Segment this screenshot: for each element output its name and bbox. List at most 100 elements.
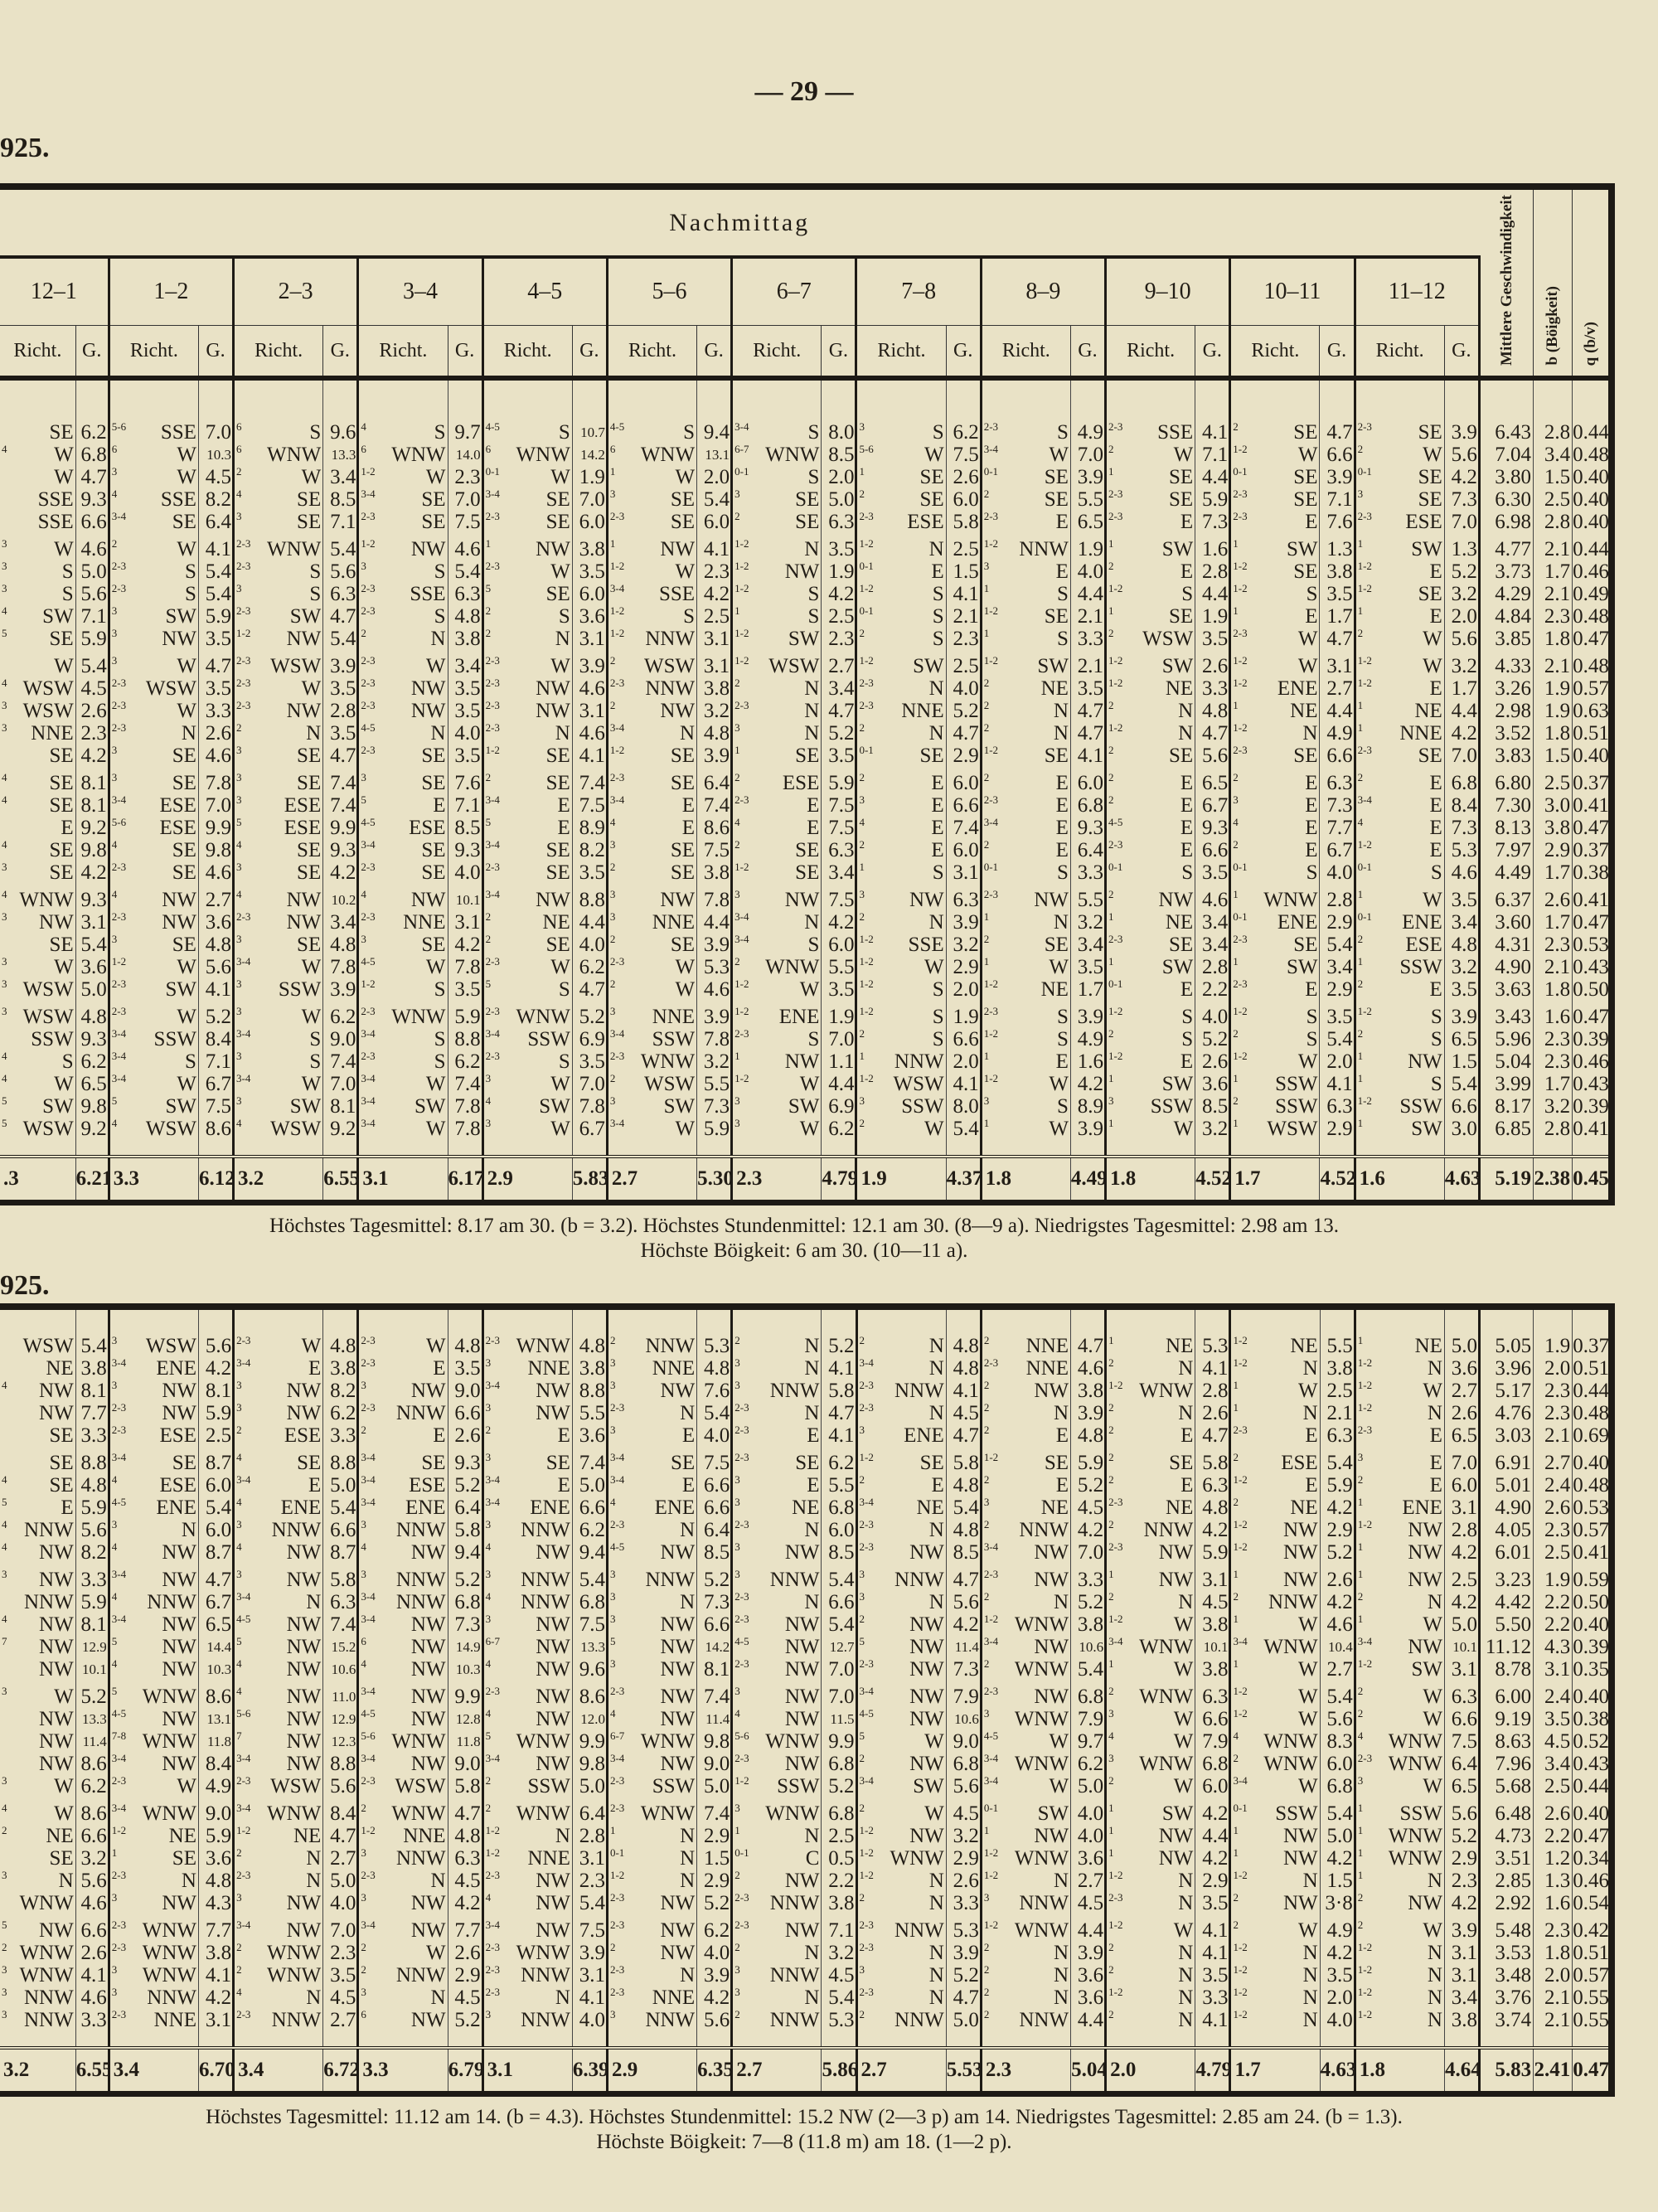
table-row: W 5.4 3 W 4.7 2-3 WSW 3.9 2-3 W 3.4 2-3 W 3.9 2 WSW 3.1 1… xyxy=(0,654,1612,677)
direction-cell: 1 SE xyxy=(856,465,947,488)
direction-cell: 2-3 N xyxy=(731,1519,822,1541)
wind-direction: NW xyxy=(1408,1519,1442,1541)
spacer-cell xyxy=(482,2031,573,2048)
wind-direction: S xyxy=(1057,627,1069,650)
wind-force-superscript: 2-3 xyxy=(236,654,251,667)
wind-force-superscript: 1-2 xyxy=(1108,1005,1123,1017)
wind-force-superscript: 3-4 xyxy=(111,1452,127,1463)
wind-force-superscript: 1-2 xyxy=(1233,654,1248,667)
wind-direction: SE xyxy=(297,861,322,884)
speed-cell: 6.5 xyxy=(1070,510,1108,533)
summary-gust-cell: 3.1 xyxy=(482,2046,573,2097)
gustiness-cell: 1.7 xyxy=(1533,560,1573,583)
wind-direction: E xyxy=(1055,560,1069,583)
mean-speed-cell: 4.05 xyxy=(1478,1519,1534,1541)
spacer-cell xyxy=(1355,1139,1445,1157)
spacer-cell xyxy=(233,766,324,772)
direction-cell: 2-3 SE xyxy=(1229,744,1321,767)
speed-cell: 4.2 xyxy=(198,1357,235,1380)
table-row: 4 SE 9.8 4 SE 9.8 4 SE 9.3 3-4 SE 9.3 3-4 SE 8.2 3 SE 7.5… xyxy=(0,838,1612,861)
speed-cell: 4.7 xyxy=(322,744,360,767)
wind-direction: NNW xyxy=(1143,1519,1194,1541)
direction-cell: 1-2 N xyxy=(607,1870,698,1892)
speed-cell: 7.3 xyxy=(1444,488,1481,511)
mean-speed-cell: 4.31 xyxy=(1477,933,1534,956)
mean-speed-cell: 3.03 xyxy=(1478,1424,1534,1447)
spacer-cell xyxy=(109,1564,199,1569)
summary-mean-cell: 4.37 xyxy=(946,1155,982,1205)
wind-force-superscript: 1-2 xyxy=(485,1847,500,1859)
spacer-cell xyxy=(607,1447,698,1452)
direction-cell: 3 NNW xyxy=(731,1380,822,1402)
direction-cell: 2 SSW xyxy=(1229,1094,1321,1118)
spacer-cell xyxy=(0,1797,76,1802)
spacer-cell xyxy=(607,1139,698,1157)
speed-cell: 6.0 xyxy=(946,771,982,794)
speed-cell: 8.8 xyxy=(322,1452,360,1474)
wind-direction: S xyxy=(807,420,820,444)
wind-direction: WNW xyxy=(267,1942,322,1964)
wind-force-superscript: 2 xyxy=(2,1825,7,1836)
wind-direction: NW xyxy=(410,1686,446,1708)
wind-force-superscript: 2 xyxy=(859,1892,865,1904)
ratio-cell: 0.44 xyxy=(1572,1775,1612,1797)
wind-force-superscript: 2 xyxy=(485,1802,492,1814)
wind-force-superscript: 3-4 xyxy=(361,1591,376,1603)
speed-cell: 3.8 xyxy=(1070,1613,1108,1636)
speed-cell: 4.4 xyxy=(1070,582,1108,605)
wind-force-superscript: 2 xyxy=(1357,1892,1364,1904)
gustiness-cell: 2.3 xyxy=(1533,1380,1573,1402)
direction-cell: 1-2 N xyxy=(1229,1870,1321,1892)
spacer-cell xyxy=(109,766,199,772)
wind-direction: NNW xyxy=(23,1519,74,1541)
wind-direction: SE xyxy=(421,838,446,861)
direction-cell: 2-3 NW xyxy=(357,677,448,700)
table-row: 4 WSW 4.5 2-3 WSW 3.5 2-3 W 3.5 2-3 NW 3.5 2-3 NW 4.6 2… xyxy=(0,677,1612,700)
wind-force-superscript: 2-3 xyxy=(361,699,376,711)
spacer-cell xyxy=(322,1000,360,1006)
wind-direction: NW xyxy=(1408,1050,1442,1073)
speed-cell: 4.0 xyxy=(1320,2009,1356,2031)
speed-cell: 14.9 xyxy=(448,1636,484,1658)
speed-cell: 6.4 xyxy=(572,1802,608,1825)
speed-cell: 5.4 xyxy=(1070,1658,1108,1681)
footer-line: Höchstes Tagesmittel: 8.17 am 30. (b = 3… xyxy=(269,1215,1340,1237)
hour-header: 11–12 xyxy=(1355,257,1481,327)
speed-cell: 8.7 xyxy=(322,1541,360,1564)
direction-cell: 2-3 N xyxy=(856,1942,947,1964)
mean-speed-cell: 3.76 xyxy=(1478,1986,1534,2009)
wind-direction: W xyxy=(1298,1686,1318,1708)
direction-cell: 2-3 SSW xyxy=(607,1775,698,1797)
direction-cell: 3 NW xyxy=(731,1686,822,1708)
direction-cell: 0-1 SW xyxy=(981,1802,1072,1825)
direction-cell: SE xyxy=(0,420,76,444)
wind-force-superscript: 2 xyxy=(859,1474,865,1486)
direction-cell: 3 SW xyxy=(109,604,199,628)
wind-direction: NW xyxy=(784,1613,820,1636)
speed-cell: 5.3 xyxy=(946,1919,982,1942)
direction-cell: 3-4 ENE xyxy=(482,1496,573,1519)
wind-direction: SW xyxy=(165,1094,196,1118)
speed-cell: 6.0 xyxy=(1195,1775,1232,1797)
ratio-cell: 0.40 xyxy=(1572,488,1612,511)
spacer-cell xyxy=(981,2031,1072,2048)
wind-force-superscript: 3 xyxy=(734,1986,740,1998)
spacer-cell xyxy=(946,1139,982,1157)
wind-force-superscript: 3-4 xyxy=(111,1753,127,1764)
speed-cell: 7.7 xyxy=(198,1919,235,1942)
speed-cell: 2.8 xyxy=(1319,888,1356,911)
gustiness-cell: 2.1 xyxy=(1533,955,1573,978)
wind-direction: WSW xyxy=(270,1117,322,1140)
wind-direction: W xyxy=(425,654,446,677)
wind-force-superscript: 4 xyxy=(2,1613,7,1625)
wind-force-superscript: 3 xyxy=(734,1357,740,1369)
wind-direction: SE xyxy=(919,1452,944,1474)
direction-cell: 5 SE xyxy=(0,627,76,650)
wind-force-superscript: 1 xyxy=(1233,955,1239,968)
wind-direction: N xyxy=(555,721,570,745)
wind-direction: NNW xyxy=(769,1569,820,1591)
